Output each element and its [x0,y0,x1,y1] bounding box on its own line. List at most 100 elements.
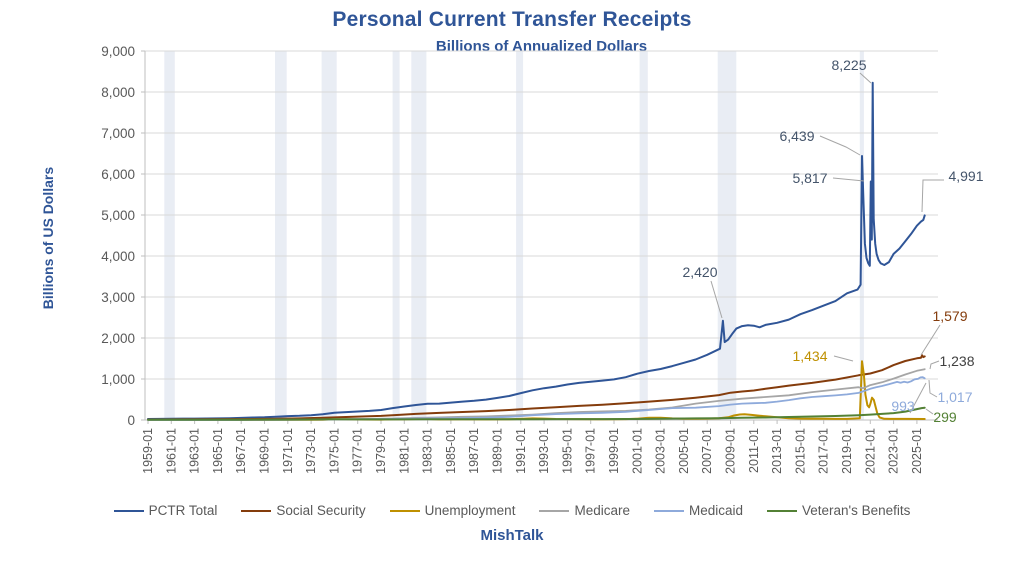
y-tick-label: 3,000 [101,290,135,305]
x-tick-label: 2001-01 [630,428,644,474]
x-tick-label: 1973-01 [304,428,318,474]
x-tick-label: 2009-01 [724,428,738,474]
x-tick-label: 1993-01 [537,428,551,474]
series-line-veteran-s-benefits [147,406,926,421]
y-tick-label: 5,000 [101,208,135,223]
legend-item-medicare[interactable]: Medicare [539,503,630,518]
annotation-label: 2,420 [682,264,717,280]
series-line-social-security [147,354,926,421]
annotation-callout [925,408,934,415]
annotation-callout [909,382,927,414]
legend-label: Social Security [276,503,366,518]
legend-label: Medicaid [688,503,744,518]
annotation-label: 1,238 [939,353,974,369]
x-tick-label: 2023-01 [887,428,901,474]
x-tick-label: 2019-01 [840,428,854,474]
legend-item-pctr-total[interactable]: PCTR Total [113,503,218,518]
x-tick-label: 1963-01 [188,428,202,474]
x-tick-label: 1999-01 [607,428,621,474]
watermark-source: MishTalk [480,527,544,544]
chart-title: Personal Current Transfer Receipts [332,8,692,31]
legend-marker [653,509,684,512]
legend-marker [389,509,420,512]
annotation-callout [859,72,872,84]
annotation-callout [819,135,861,156]
series-line-medicare [147,368,926,421]
x-tick-label: 1989-01 [491,428,505,474]
x-tick-label: 2021-01 [863,428,877,474]
annotation-label: 1,579 [932,308,967,324]
x-tick-label: 1971-01 [281,428,295,474]
x-tick-label: 2007-01 [700,428,714,474]
y-tick-label: 9,000 [101,44,135,59]
legend-item-medicaid[interactable]: Medicaid [653,503,744,518]
x-tick-label: 2017-01 [817,428,831,474]
recession-band [516,51,524,420]
x-tick-label: 2015-01 [793,428,807,474]
x-tick-label: 1977-01 [351,428,365,474]
series-line-pctr-total [147,81,926,420]
x-tick-label: 1961-01 [164,428,178,474]
annotation-label: 8,225 [831,57,866,73]
annotation-label: 1,017 [937,389,972,405]
recession-band [717,51,737,420]
x-tick-label: 1969-01 [258,428,272,474]
x-tick-label: 2003-01 [654,428,668,474]
legend-item-social-security[interactable]: Social Security [241,503,366,518]
legend-marker [241,509,272,512]
annotation-label: 993 [891,398,915,414]
x-tick-label: 1981-01 [397,428,411,474]
legend-item-veteran-s-benefits[interactable]: Veteran's Benefits [767,503,910,518]
x-tick-label: 2005-01 [677,428,691,474]
x-tick-label: 1959-01 [141,428,155,474]
recession-band [411,51,427,420]
legend-marker [539,509,570,512]
annotation-callout [928,379,938,398]
x-tick-label: 1983-01 [421,428,435,474]
y-tick-label: 4,000 [101,249,135,264]
annotation-label: 6,439 [779,128,814,144]
legend-label: Medicare [574,503,630,518]
x-tick-label: 1975-01 [327,428,341,474]
legend-marker [113,509,144,512]
x-tick-label: 1995-01 [560,428,574,474]
annotation-callout [920,324,941,356]
legend-label: Unemployment [424,503,516,518]
recession-band [321,51,337,420]
legend-label: PCTR Total [148,503,218,518]
x-tick-label: 1979-01 [374,428,388,474]
x-tick-label: 1987-01 [467,428,481,474]
legend-label: Veteran's Benefits [802,503,911,518]
y-tick-label: 0 [127,413,135,428]
x-tick-label: 1997-01 [584,428,598,474]
annotation-label: 5,817 [792,170,827,186]
legend-marker [767,509,798,512]
y-tick-label: 7,000 [101,126,135,141]
x-tick-label: 1985-01 [444,428,458,474]
annotation-label: 4,991 [948,168,983,184]
annotation-label: 299 [933,409,957,425]
annotation-callout [921,179,944,213]
annotation-callout [710,280,723,319]
y-tick-label: 1,000 [101,372,135,387]
x-tick-label: 2013-01 [770,428,784,474]
recession-band [275,51,287,420]
recession-band [639,51,648,420]
x-tick-label: 1967-01 [234,428,248,474]
annotation-callout [833,355,854,362]
annotation-label: 1,434 [792,348,827,364]
recession-band [392,51,400,420]
annotation-callout [832,177,865,182]
annotation-callout [929,360,940,370]
legend-item-unemployment[interactable]: Unemployment [389,503,516,518]
x-tick-label: 1965-01 [211,428,225,474]
y-tick-label: 8,000 [101,85,135,100]
y-tick-label: 6,000 [101,167,135,182]
y-tick-label: 2,000 [101,331,135,346]
x-tick-label: 2025-01 [910,428,924,474]
recession-band [164,51,175,420]
x-tick-label: 2011-01 [747,428,761,473]
x-tick-label: 1991-01 [514,428,528,474]
